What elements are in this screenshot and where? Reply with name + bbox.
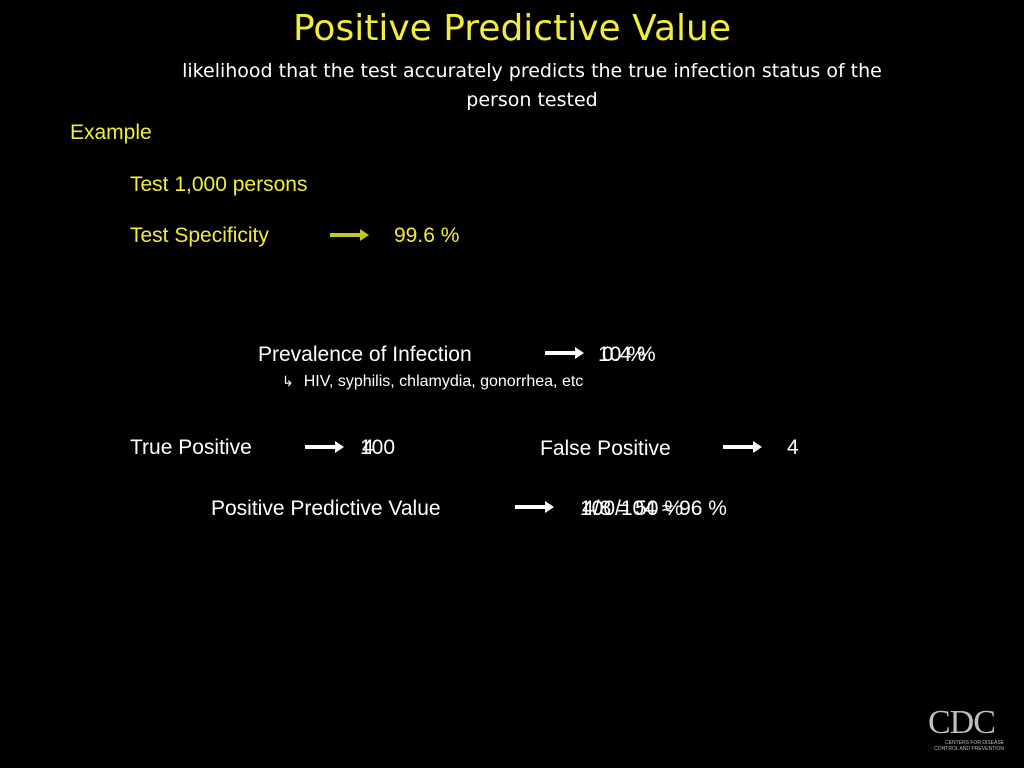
arrow-right-icon bbox=[723, 441, 762, 453]
true-positive-value-100: 100 bbox=[360, 436, 396, 459]
true-positive-value-4: 4 bbox=[362, 436, 374, 459]
disease-note: ↳ HIV, syphilis, chlamydia, gonorrhea, et… bbox=[282, 373, 583, 391]
true-positive-values: 100 4 bbox=[360, 436, 420, 462]
cdc-logo-text: CDC bbox=[928, 704, 996, 741]
prevalence-value-10: 10 % bbox=[598, 343, 646, 366]
specificity-label: Test Specificity bbox=[130, 224, 269, 247]
false-positive-value: 4 bbox=[787, 436, 799, 459]
prevalence-values: 10 % 0.4 % bbox=[598, 343, 678, 369]
arrow-right-icon bbox=[545, 347, 584, 359]
slide-title: Positive Predictive Value bbox=[293, 8, 731, 49]
cdc-logo-subtext: CENTERS FOR DISEASE CONTROL AND PREVENTI… bbox=[934, 740, 1004, 752]
ppv-label: Positive Predictive Value bbox=[211, 497, 441, 520]
false-positive-label: False Positive bbox=[540, 437, 671, 460]
arrow-bullet-icon: ↳ bbox=[282, 373, 294, 389]
specificity-value: 99.6 % bbox=[394, 224, 460, 247]
example-label: Example bbox=[70, 121, 152, 144]
ppv-values: 100/104 ≈ 96 % 4/8 = 50 % bbox=[580, 497, 770, 523]
arrow-right-icon bbox=[515, 501, 554, 513]
arrow-right-icon bbox=[330, 229, 369, 241]
ppv-value-96: 100/104 ≈ 96 % bbox=[580, 497, 727, 520]
arrow-right-icon bbox=[305, 441, 344, 453]
ppv-value-50: 4/8 = 50 % bbox=[582, 497, 683, 520]
cdc-logo: CDC CENTERS FOR DISEASE CONTROL AND PREV… bbox=[928, 704, 1008, 753]
slide-subtitle: likelihood that the test accurately pred… bbox=[182, 60, 882, 111]
prevalence-label: Prevalence of Infection bbox=[258, 343, 472, 366]
test-persons-text: Test 1,000 persons bbox=[130, 173, 308, 196]
disease-list: HIV, syphilis, chlamydia, gonorrhea, etc bbox=[303, 373, 584, 390]
true-positive-label: True Positive bbox=[130, 436, 252, 459]
prevalence-value-0-4: 0.4 % bbox=[602, 343, 656, 366]
